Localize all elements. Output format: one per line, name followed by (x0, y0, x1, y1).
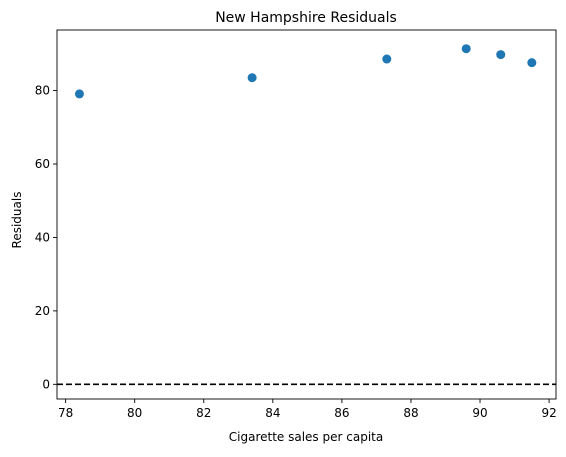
axes-frame (56, 29, 557, 400)
data-point (527, 58, 537, 68)
data-point (247, 73, 257, 83)
data-point (382, 54, 392, 64)
y-tick-label: 80 (35, 84, 50, 98)
plot-area (57, 44, 556, 386)
x-tick-label: 84 (265, 406, 280, 420)
x-tick-label: 82 (196, 406, 211, 420)
x-tick-label: 92 (541, 406, 556, 420)
chart-title: New Hampshire Residuals (215, 10, 397, 26)
x-axis-label: Cigarette sales per capita (229, 430, 383, 444)
data-point (461, 44, 471, 54)
x-tick-label: 88 (403, 406, 418, 420)
x-tick-label: 78 (58, 406, 73, 420)
axes: 78 80 82 84 86 88 90 92 0 20 40 60 80 (35, 29, 557, 420)
y-tick-label: 40 (35, 230, 50, 244)
y-tick-label: 60 (35, 157, 50, 171)
x-tick-label: 86 (334, 406, 349, 420)
data-point (496, 50, 506, 60)
y-axis-label: Residuals (10, 192, 24, 249)
x-tick-label: 80 (127, 406, 142, 420)
x-tick-label: 90 (472, 406, 487, 420)
y-tick-label: 0 (42, 377, 50, 391)
data-point (74, 89, 84, 99)
y-tick-label: 20 (35, 304, 50, 318)
